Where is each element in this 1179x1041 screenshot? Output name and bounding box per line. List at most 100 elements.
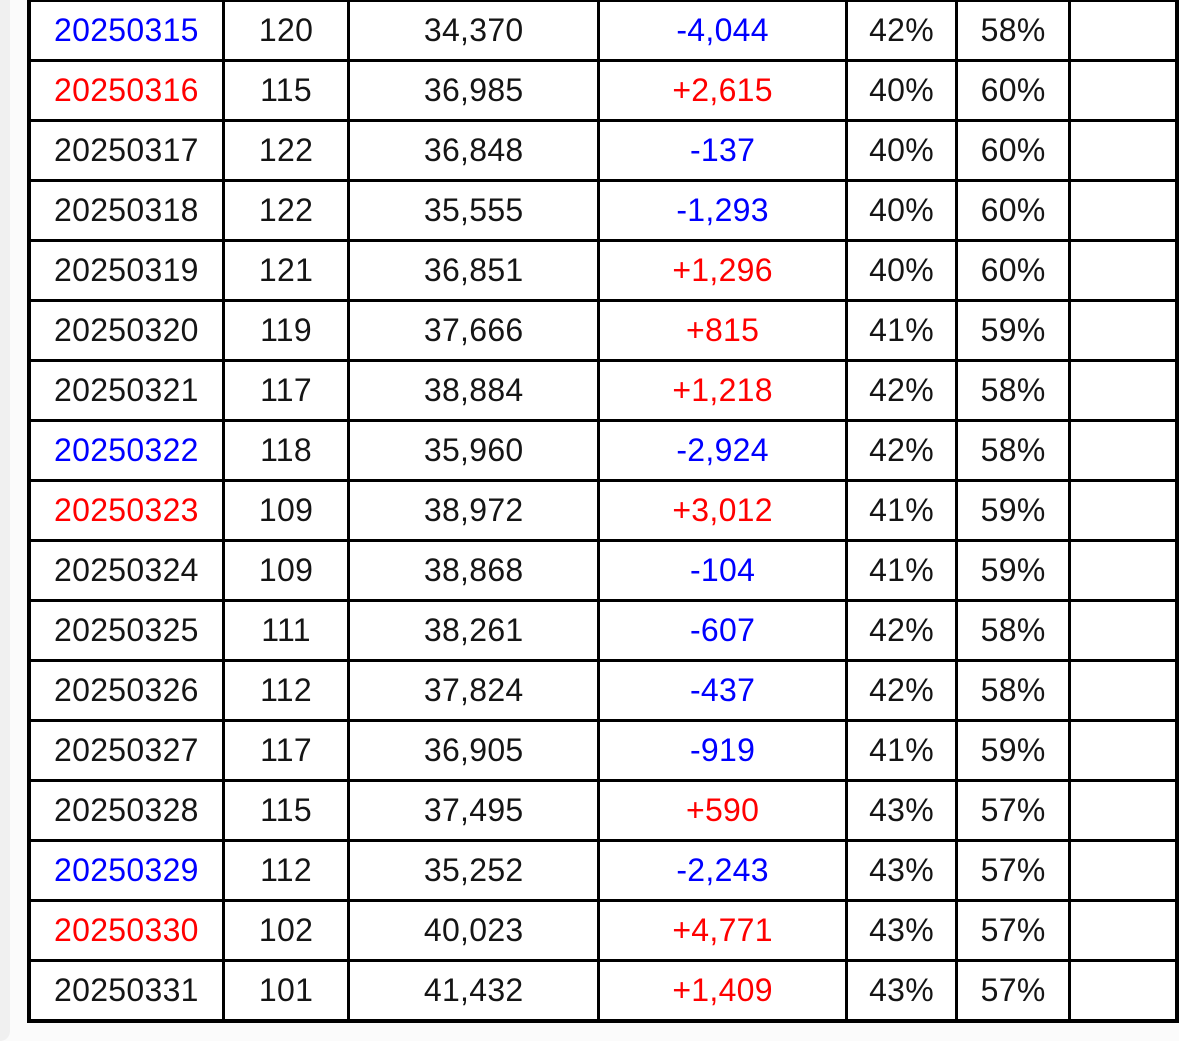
count-cell: 101 (221, 959, 351, 1023)
count-cell: 109 (221, 479, 351, 542)
pct-b-cell: 59% (954, 719, 1072, 782)
pct-b-cell: 57% (954, 779, 1072, 842)
pct-b-cell: 58% (954, 419, 1072, 482)
change-cell: -607 (597, 599, 849, 662)
change-cell: -1,293 (597, 179, 849, 242)
pct-a-cell: 43% (845, 779, 958, 842)
pct-b-cell: 60% (954, 59, 1072, 122)
pct-b-cell: 57% (954, 899, 1072, 962)
value-cell: 38,868 (347, 539, 601, 602)
overflow-cell (1068, 419, 1179, 482)
table-row: 20250317 122 36,848 -137 40% 60% (27, 119, 1179, 182)
pct-a-cell: 41% (845, 479, 958, 542)
table-row: 20250320 119 37,666 +815 41% 59% (27, 299, 1179, 362)
overflow-cell (1068, 359, 1179, 422)
count-cell: 115 (221, 59, 351, 122)
count-cell: 112 (221, 659, 351, 722)
value-cell: 35,960 (347, 419, 601, 482)
pct-b-cell: 59% (954, 479, 1072, 542)
pct-b-cell: 59% (954, 299, 1072, 362)
value-cell: 35,252 (347, 839, 601, 902)
change-cell: +2,615 (597, 59, 849, 122)
table-row: 20250319 121 36,851 +1,296 40% 60% (27, 239, 1179, 302)
date-cell: 20250329 (27, 839, 225, 902)
table-row: 20250329 112 35,252 -2,243 43% 57% (27, 839, 1179, 902)
change-cell: +3,012 (597, 479, 849, 542)
date-cell: 20250325 (27, 599, 225, 662)
value-cell: 38,884 (347, 359, 601, 422)
pct-b-cell: 58% (954, 659, 1072, 722)
table-row: 20250315 120 34,370 -4,044 42% 58% (27, 0, 1179, 62)
change-cell: -104 (597, 539, 849, 602)
pct-b-cell: 59% (954, 539, 1072, 602)
date-cell: 20250320 (27, 299, 225, 362)
pct-a-cell: 42% (845, 659, 958, 722)
table-row: 20250323 109 38,972 +3,012 41% 59% (27, 479, 1179, 542)
pct-a-cell: 43% (845, 959, 958, 1023)
value-cell: 38,261 (347, 599, 601, 662)
date-cell: 20250317 (27, 119, 225, 182)
table-row: 20250326 112 37,824 -437 42% 58% (27, 659, 1179, 722)
change-cell: -4,044 (597, 0, 849, 62)
overflow-cell (1068, 119, 1179, 182)
count-cell: 115 (221, 779, 351, 842)
date-cell: 20250318 (27, 179, 225, 242)
change-cell: -437 (597, 659, 849, 722)
pct-b-cell: 57% (954, 959, 1072, 1023)
overflow-cell (1068, 659, 1179, 722)
date-cell: 20250315 (27, 0, 225, 62)
value-cell: 36,905 (347, 719, 601, 782)
table-row: 20250316 115 36,985 +2,615 40% 60% (27, 59, 1179, 122)
date-cell: 20250321 (27, 359, 225, 422)
count-cell: 102 (221, 899, 351, 962)
date-cell: 20250323 (27, 479, 225, 542)
pct-a-cell: 40% (845, 119, 958, 182)
pct-a-cell: 42% (845, 419, 958, 482)
overflow-cell (1068, 59, 1179, 122)
pct-a-cell: 42% (845, 359, 958, 422)
date-cell: 20250319 (27, 239, 225, 302)
overflow-cell (1068, 599, 1179, 662)
overflow-cell (1068, 539, 1179, 602)
count-cell: 111 (221, 599, 351, 662)
pct-a-cell: 42% (845, 0, 958, 62)
value-cell: 36,851 (347, 239, 601, 302)
pct-b-cell: 60% (954, 179, 1072, 242)
overflow-cell (1068, 839, 1179, 902)
pct-a-cell: 42% (845, 599, 958, 662)
table-row: 20250328 115 37,495 +590 43% 57% (27, 779, 1179, 842)
value-cell: 35,555 (347, 179, 601, 242)
pct-a-cell: 40% (845, 239, 958, 302)
table-row: 20250321 117 38,884 +1,218 42% 58% (27, 359, 1179, 422)
value-cell: 36,985 (347, 59, 601, 122)
count-cell: 122 (221, 179, 351, 242)
count-cell: 120 (221, 0, 351, 62)
overflow-cell (1068, 719, 1179, 782)
overflow-cell (1068, 899, 1179, 962)
value-cell: 34,370 (347, 0, 601, 62)
date-cell: 20250326 (27, 659, 225, 722)
date-cell: 20250322 (27, 419, 225, 482)
data-table: 20250315 120 34,370 -4,044 42% 58% 20250… (27, 0, 1179, 1023)
table-body: 20250315 120 34,370 -4,044 42% 58% 20250… (27, 0, 1179, 1023)
pct-b-cell: 60% (954, 119, 1072, 182)
pct-a-cell: 41% (845, 719, 958, 782)
count-cell: 119 (221, 299, 351, 362)
value-cell: 41,432 (347, 959, 601, 1023)
table-row: 20250330 102 40,023 +4,771 43% 57% (27, 899, 1179, 962)
change-cell: -2,924 (597, 419, 849, 482)
scrollbar-track[interactable] (0, 0, 10, 1041)
change-cell: +4,771 (597, 899, 849, 962)
pct-b-cell: 58% (954, 359, 1072, 422)
count-cell: 118 (221, 419, 351, 482)
date-cell: 20250327 (27, 719, 225, 782)
table-row: 20250327 117 36,905 -919 41% 59% (27, 719, 1179, 782)
overflow-cell (1068, 959, 1179, 1023)
table-row: 20250331 101 41,432 +1,409 43% 57% (27, 959, 1179, 1023)
overflow-cell (1068, 0, 1179, 62)
count-cell: 109 (221, 539, 351, 602)
pct-a-cell: 43% (845, 899, 958, 962)
date-cell: 20250328 (27, 779, 225, 842)
pct-a-cell: 40% (845, 179, 958, 242)
pct-b-cell: 57% (954, 839, 1072, 902)
